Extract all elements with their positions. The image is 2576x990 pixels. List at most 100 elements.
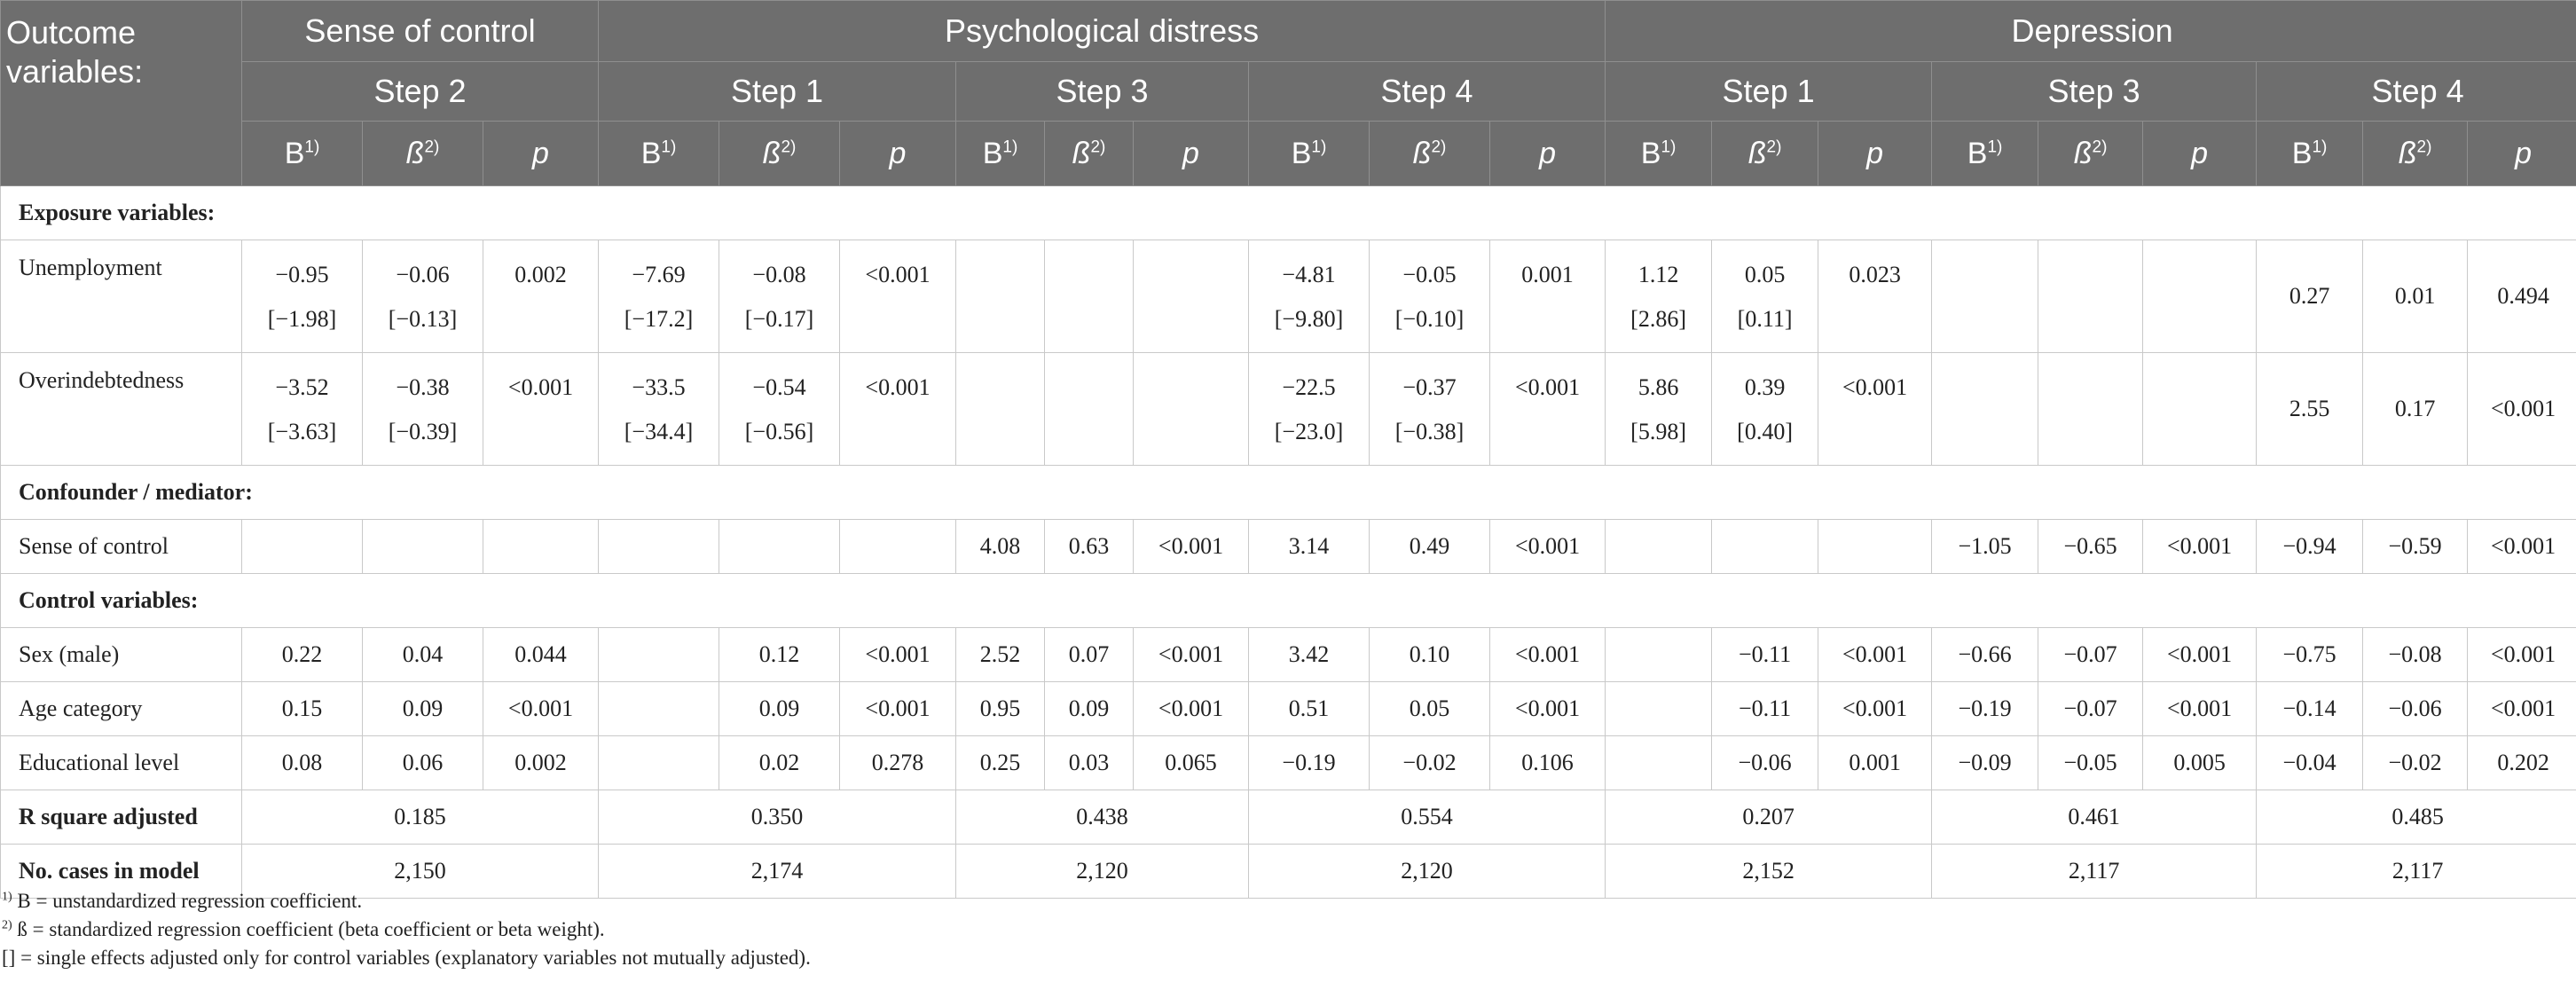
table-cell: <0.001 [839, 352, 957, 466]
table-cell [1044, 240, 1135, 353]
table-cell: 0.03 [1044, 735, 1135, 790]
footnote-marker: 1) [304, 138, 320, 157]
table-cell: −0.54 [−0.56] [719, 352, 841, 466]
coefficient-value: 0.27 [2289, 283, 2330, 309]
table-cell: <0.001 [839, 681, 957, 736]
header-row-groups: Outcome variables: Sense of control Psyc… [0, 0, 2576, 186]
coefficient-value: −7.69 [632, 262, 686, 287]
adjusted-single-effect: [−9.80] [1274, 306, 1344, 332]
table-cell: <0.001 [1818, 627, 1933, 682]
group-header-depression: Depression [1605, 0, 2576, 62]
table-cell: 2.55 [2256, 352, 2364, 466]
row-label: No. cases in model [0, 844, 242, 899]
table-cell: −33.5 [−34.4] [598, 352, 720, 466]
table-cell: −0.06 [1711, 735, 1819, 790]
summary-cell: 0.485 [2256, 790, 2576, 845]
regression-table-container: Outcome variables: Sense of control Psyc… [0, 0, 2576, 899]
section-label: Control variables: [0, 573, 2576, 628]
row-label: Sense of control [0, 519, 242, 574]
col-header-beta: ß2) [2362, 121, 2469, 186]
table-row-unemployment: Unemployment −0.95 [−1.98] −0.06 [−0.13] 0.00… [0, 240, 2576, 353]
table-row-sex: Sex (male) 0.22 0.04 0.044 0.12 <0.001 2.52 0.0… [0, 627, 2576, 682]
coefficient-value: −0.05 [1402, 262, 1457, 287]
table-cell: 0.27 [2256, 240, 2364, 353]
col-header-b: B1) [598, 121, 720, 186]
outcome-variables-label: Outcome variables: [0, 0, 242, 186]
table-cell [598, 627, 720, 682]
table-cell: 0.023 [1818, 240, 1933, 353]
table-cell: −0.19 [1931, 681, 2039, 736]
table-cell: −0.06 [2362, 681, 2469, 736]
table-cell [1133, 240, 1250, 353]
footnote-marker: 2) [781, 138, 797, 157]
table-cell [1818, 519, 1933, 574]
col-header-b: B1) [1931, 121, 2039, 186]
table-cell: 3.14 [1248, 519, 1370, 574]
section-label: Confounder / mediator: [0, 465, 2576, 520]
footnote-marker: 2) [2416, 138, 2432, 157]
table-cell: 1.12 [2.86] [1605, 240, 1713, 353]
table-cell: 0.494 [2467, 240, 2576, 353]
coefficient-value: <0.001 [1842, 374, 1908, 400]
footnote-marker: 2) [2092, 138, 2108, 157]
adjusted-single-effect: [−17.2] [624, 306, 694, 332]
table-cell [2142, 352, 2258, 466]
table-cell [598, 681, 720, 736]
row-label: Sex (male) [0, 627, 242, 682]
table-cell: −0.02 [1369, 735, 1491, 790]
coefficient-value: 0.39 [1744, 374, 1786, 400]
col-header-p: p [839, 121, 957, 186]
table-cell [1931, 352, 2039, 466]
col-header-b: B1) [1248, 121, 1370, 186]
step-header: Step 3 [1931, 61, 2258, 122]
table-cell: <0.001 [1133, 519, 1250, 574]
coefficient-value: 0.05 [1744, 262, 1786, 287]
coefficient-value: 2.55 [2289, 396, 2330, 421]
table-cell: 0.044 [482, 627, 600, 682]
table-cell [1605, 735, 1713, 790]
table-cell: 0.04 [362, 627, 483, 682]
adjusted-single-effect: [−34.4] [624, 419, 694, 444]
table-cell: 0.22 [241, 627, 363, 682]
step-header: Step 4 [2256, 61, 2576, 122]
table-cell: 0.39 [0.40] [1711, 352, 1819, 466]
coefficient-value: −3.52 [275, 374, 329, 400]
table-cell: 0.001 [1818, 735, 1933, 790]
coefficient-value: 0.001 [1521, 262, 1574, 287]
table-cell: −0.37 [−0.38] [1369, 352, 1491, 466]
footnote-marker: 2) [1766, 138, 1782, 157]
table-cell: 0.15 [241, 681, 363, 736]
table-cell: −0.66 [1931, 627, 2039, 682]
table-cell: −0.11 [1711, 681, 1819, 736]
coefficient-value: 0.01 [2394, 283, 2436, 309]
col-header-beta: ß2) [719, 121, 841, 186]
coefficient-value: <0.001 [2491, 396, 2556, 421]
coefficient-value: −0.38 [396, 374, 450, 400]
row-label: Educational level [0, 735, 242, 790]
summary-cell: 0.185 [240, 790, 600, 845]
summary-cell: 2,150 [240, 844, 600, 899]
table-cell [2142, 240, 2258, 353]
table-cell [955, 240, 1046, 353]
footnote-marker: 1) [661, 138, 677, 157]
coefficient-value: <0.001 [507, 374, 574, 400]
table-cell: <0.001 [2467, 352, 2576, 466]
table-cell: −0.38 [−0.39] [362, 352, 483, 466]
table-cell [719, 519, 841, 574]
table-cell: −0.65 [2038, 519, 2144, 574]
table-cell [1044, 352, 1135, 466]
table-cell: −1.05 [1931, 519, 2039, 574]
table-cell [1711, 519, 1819, 574]
table-cell: −0.09 [1931, 735, 2039, 790]
table-cell: 0.25 [955, 735, 1046, 790]
col-header-p: p [1489, 121, 1606, 186]
table-cell: <0.001 [2467, 681, 2576, 736]
table-cell [839, 519, 957, 574]
summary-cell: 2,120 [1248, 844, 1606, 899]
adjusted-single-effect: [−0.38] [1394, 419, 1465, 444]
group-header-sense-of-control: Sense of control [240, 0, 600, 62]
table-row-educational-level: Educational level 0.08 0.06 0.002 0.02 0.278 0… [0, 735, 2576, 790]
col-header-beta: ß2) [2038, 121, 2144, 186]
table-cell: 0.065 [1133, 735, 1250, 790]
table-cell: 0.278 [839, 735, 957, 790]
